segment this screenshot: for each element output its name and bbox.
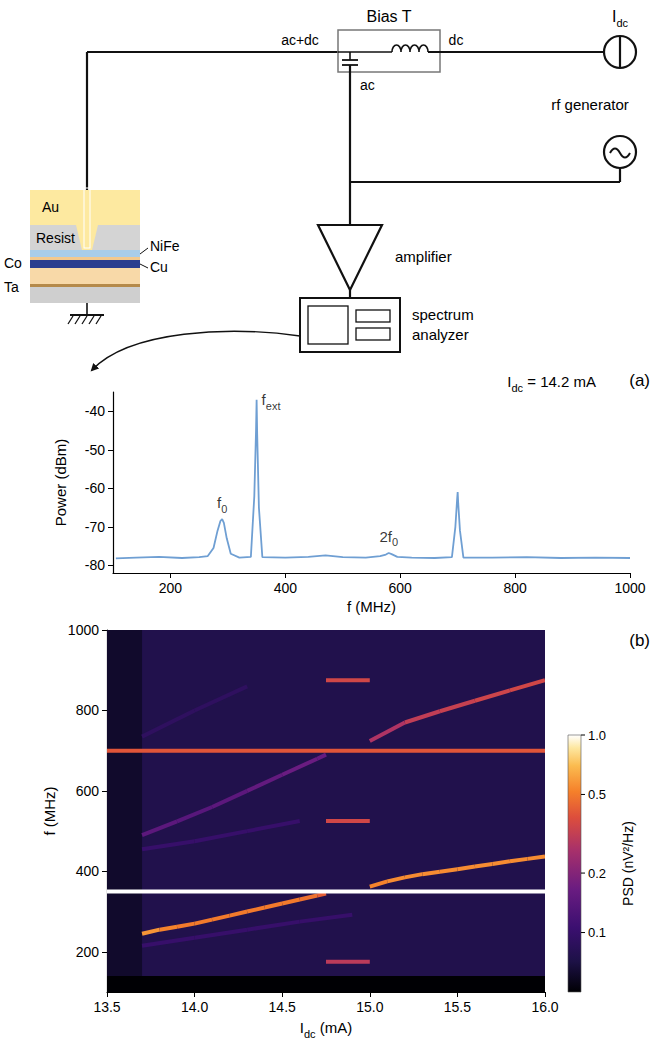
svg-text:f (MHz): f (MHz) [347, 598, 396, 615]
svg-text:Idc: Idc [612, 8, 629, 29]
svg-text:Resist: Resist [36, 230, 75, 246]
svg-text:Co: Co [4, 255, 22, 271]
svg-text:dc: dc [304, 1028, 316, 1040]
svg-text:15.5: 15.5 [444, 999, 471, 1015]
svg-text:16.0: 16.0 [531, 999, 558, 1015]
svg-text:dc: dc [511, 382, 523, 394]
svg-text:0.2: 0.2 [588, 866, 606, 881]
svg-text:dc: dc [449, 32, 464, 48]
svg-text:ac: ac [360, 77, 375, 93]
svg-text:-40: -40 [85, 403, 105, 419]
svg-text:(mA): (mA) [316, 1019, 353, 1036]
svg-text:Au: Au [42, 199, 59, 215]
svg-text:-70: -70 [85, 519, 105, 535]
svg-text:amplifier: amplifier [395, 248, 452, 265]
svg-text:0.1: 0.1 [588, 925, 606, 940]
svg-text:f (MHz): f (MHz) [41, 786, 58, 835]
svg-text:Ta: Ta [4, 279, 19, 295]
svg-text:I: I [299, 1019, 304, 1036]
svg-text:13.5: 13.5 [93, 999, 120, 1015]
svg-text:ext: ext [266, 400, 281, 412]
svg-text:2f: 2f [379, 528, 392, 545]
svg-text:rf generator: rf generator [551, 96, 629, 113]
svg-text:f: f [261, 391, 266, 409]
svg-text:0: 0 [221, 503, 227, 515]
svg-text:14.5: 14.5 [269, 999, 296, 1015]
svg-text:1.0: 1.0 [588, 728, 606, 743]
svg-text:-80: -80 [85, 557, 105, 573]
svg-text:ac+dc: ac+dc [281, 32, 319, 48]
svg-text:PSD (nV²/Hz): PSD (nV²/Hz) [620, 821, 636, 906]
svg-text:0.5: 0.5 [588, 787, 606, 802]
svg-text:400: 400 [76, 863, 100, 879]
svg-text:analyzer: analyzer [412, 326, 469, 343]
svg-text:Power (dBm): Power (dBm) [52, 439, 69, 527]
svg-text:1000: 1000 [614, 580, 645, 596]
svg-text:Cu: Cu [150, 259, 168, 275]
svg-text:200: 200 [159, 580, 183, 596]
svg-text:14.0: 14.0 [181, 999, 208, 1015]
svg-text:600: 600 [389, 580, 413, 596]
svg-text:800: 800 [76, 702, 100, 718]
svg-text:15.0: 15.0 [356, 999, 383, 1015]
svg-text:f: f [217, 494, 222, 512]
svg-text:= 14.2 mA: = 14.2 mA [523, 373, 596, 390]
svg-text:-50: -50 [85, 442, 105, 458]
svg-text:600: 600 [76, 783, 100, 799]
svg-text:400: 400 [274, 580, 298, 596]
svg-text:I: I [507, 373, 511, 390]
svg-text:spectrum: spectrum [412, 306, 474, 323]
svg-text:800: 800 [503, 580, 527, 596]
svg-text:1000: 1000 [68, 622, 99, 638]
svg-text:0: 0 [392, 536, 398, 548]
svg-text:(a): (a) [629, 371, 650, 390]
svg-text:-60: -60 [85, 480, 105, 496]
svg-text:200: 200 [76, 944, 100, 960]
svg-text:Bias T: Bias T [366, 8, 411, 25]
svg-text:(b): (b) [629, 631, 650, 650]
svg-text:NiFe: NiFe [150, 238, 180, 254]
